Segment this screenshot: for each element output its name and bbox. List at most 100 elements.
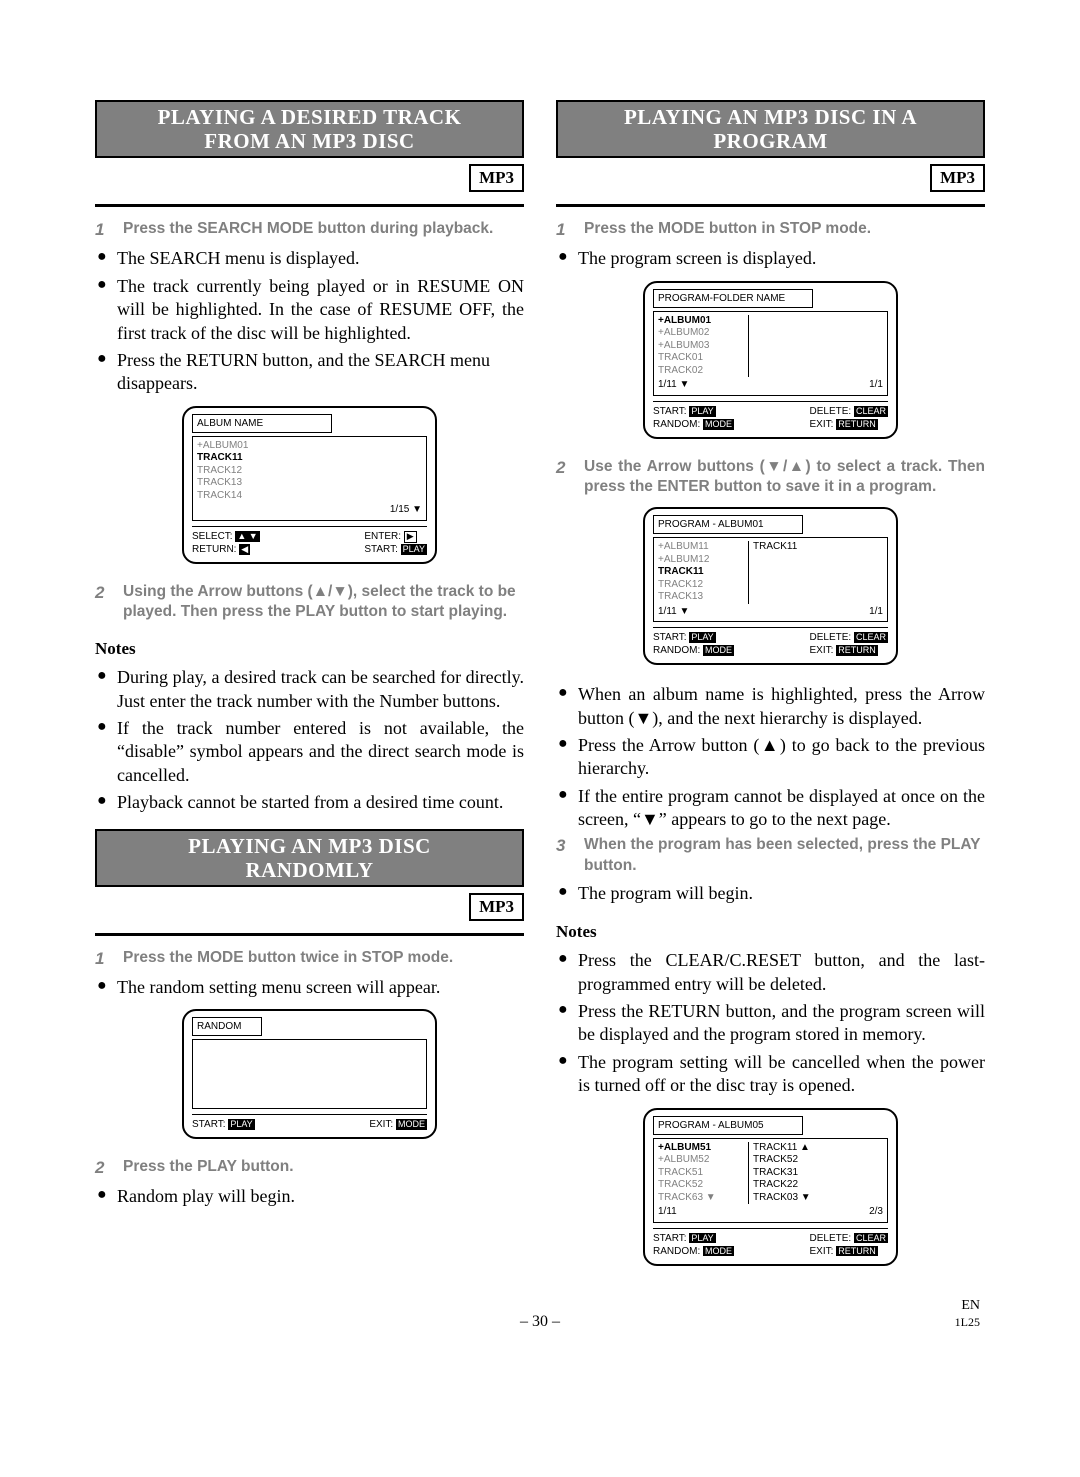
foot-label: RANDOM:: [653, 1246, 700, 1257]
bullet-text: The SEARCH menu is displayed.: [117, 247, 524, 270]
list-item: +ALBUM01: [658, 315, 748, 328]
doc-number: 1L25: [955, 1315, 980, 1331]
bullet-text: If the track number entered is not avail…: [117, 717, 524, 787]
list-item: +ALBUM11: [658, 541, 748, 554]
osd-diagram-album: ALBUM NAME +ALBUM01 TRACK11 TRACK12 TRAC…: [182, 406, 437, 564]
notes-heading: Notes: [556, 921, 985, 943]
diagram-footer: START: PLAY RANDOM: MODE DELETE: CLEAR E…: [653, 401, 888, 431]
play-label-icon: PLAY: [689, 406, 715, 417]
step: 2 Press the PLAY button.: [95, 1157, 524, 1179]
list-item: +ALBUM01: [197, 440, 422, 453]
play-label-icon: PLAY: [689, 1233, 715, 1244]
page-number: – 30 –: [155, 1312, 925, 1333]
bullet-text: Press the CLEAR/C.RESET button, and the …: [578, 949, 985, 996]
pager: 1/11 ▼: [658, 604, 689, 619]
play-icon: ▶: [404, 531, 417, 543]
divider: [556, 204, 985, 207]
foot-label: START:: [653, 632, 687, 643]
diagram-title: ALBUM NAME: [192, 414, 332, 433]
diagram-list: +ALBUM51 +ALBUM52 TRACK51 TRACK52 TRACK6…: [653, 1138, 888, 1223]
diagram-list: [192, 1039, 427, 1109]
list-item: TRACK13: [197, 477, 422, 490]
list-item: TRACK11: [658, 566, 748, 579]
list-item: TRACK11 ▲: [753, 1142, 883, 1155]
clear-label-icon: CLEAR: [854, 1233, 888, 1244]
diagram-list: +ALBUM01 TRACK11 TRACK12 TRACK13 TRACK14…: [192, 436, 427, 521]
step-text: Use the Arrow buttons (▼/▲) to select a …: [584, 457, 985, 497]
heading-line: RANDOMLY: [245, 858, 373, 882]
diagram-title: PROGRAM-FOLDER NAME: [653, 289, 813, 308]
play-label-icon: PLAY: [689, 632, 715, 643]
arrow-up-down-icon: ▲ ▼: [235, 531, 259, 542]
step-text: When the program has been selected, pres…: [584, 835, 985, 875]
mode-label-icon: MODE: [703, 1246, 734, 1257]
diagram-title: PROGRAM - ALBUM01: [653, 515, 803, 534]
notes-heading: Notes: [95, 638, 524, 660]
diagram-list: +ALBUM01 +ALBUM02 +ALBUM03 TRACK01 TRACK…: [653, 311, 888, 396]
diagram-title: PROGRAM - ALBUM05: [653, 1116, 803, 1135]
foot-label: SELECT:: [192, 531, 233, 542]
pager: 1/15 ▼: [197, 502, 422, 517]
clear-label-icon: CLEAR: [854, 406, 888, 417]
heading-line: PLAYING AN MP3 DISC IN A: [624, 105, 917, 129]
step-number: 1: [556, 219, 574, 241]
list-item: TRACK12: [658, 579, 748, 592]
list-item: TRACK11: [197, 452, 422, 465]
divider: [95, 204, 524, 207]
list-item: +ALBUM03: [658, 340, 748, 353]
mode-label-icon: MODE: [703, 419, 734, 430]
foot-label: DELETE:: [810, 1233, 852, 1244]
diagram-footer: START: PLAY RANDOM: MODE DELETE: CLEAR E…: [653, 627, 888, 657]
clear-label-icon: CLEAR: [854, 632, 888, 643]
bullet-text: When an album name is highlighted, press…: [578, 683, 985, 730]
bullet-text: During play, a desired track can be sear…: [117, 666, 524, 713]
foot-label: DELETE:: [810, 632, 852, 643]
doc-code: EN 1L25: [955, 1297, 980, 1331]
list-item: +ALBUM51: [658, 1142, 748, 1155]
foot-label: RETURN:: [192, 544, 236, 555]
step-number: 1: [95, 219, 113, 241]
bullet-text: If the entire program cannot be displaye…: [578, 785, 985, 832]
foot-label: EXIT:: [810, 645, 834, 656]
heading-line: PROGRAM: [713, 129, 827, 153]
foot-label: START:: [192, 1119, 226, 1130]
bullet-text: The program screen is displayed.: [578, 247, 985, 270]
list-item: TRACK03 ▼: [753, 1192, 883, 1205]
heading-line: FROM AN MP3 DISC: [204, 129, 414, 153]
step: 1 Press the MODE button in STOP mode.: [556, 219, 985, 241]
list-item: +ALBUM12: [658, 554, 748, 567]
list-item: +ALBUM02: [658, 327, 748, 340]
section-header: PLAYING AN MP3 DISC IN A PROGRAM: [556, 100, 985, 158]
foot-label: EXIT:: [369, 1119, 393, 1130]
list-item: TRACK02: [658, 365, 748, 378]
list-item: TRACK22: [753, 1179, 883, 1192]
foot-label: RANDOM:: [653, 645, 700, 656]
osd-diagram-program-album05: PROGRAM - ALBUM05 +ALBUM51 +ALBUM52 TRAC…: [643, 1108, 898, 1266]
foot-label: START:: [653, 1233, 687, 1244]
list-item: TRACK63 ▼: [658, 1192, 748, 1205]
pager: 1/1: [869, 377, 883, 392]
bullet-text: Playback cannot be started from a desire…: [117, 791, 524, 814]
pager: 1/1: [869, 604, 883, 619]
page-footer: – 30 –: [95, 1312, 985, 1333]
section-header: PLAYING AN MP3 DISC RANDOMLY: [95, 829, 524, 887]
step: 3 When the program has been selected, pr…: [556, 835, 985, 875]
osd-diagram-program-folder: PROGRAM-FOLDER NAME +ALBUM01 +ALBUM02 +A…: [643, 281, 898, 439]
mp3-badge: MP3: [930, 164, 985, 192]
foot-label: START:: [364, 544, 398, 555]
return-label-icon: RETURN: [836, 645, 878, 656]
mp3-badge: MP3: [469, 164, 524, 192]
bullet-text: The random setting menu screen will appe…: [117, 976, 524, 999]
list-item: TRACK01: [658, 352, 748, 365]
step-text: Press the PLAY button.: [123, 1157, 524, 1177]
right-column: PLAYING AN MP3 DISC IN A PROGRAM MP3 1 P…: [556, 100, 985, 1284]
bullet-text: Press the Arrow button (▲) to go back to…: [578, 734, 985, 781]
list-item: TRACK11: [753, 541, 883, 554]
step-number: 3: [556, 835, 574, 857]
pager: 1/11 ▼: [658, 377, 689, 392]
section-header: PLAYING A DESIRED TRACK FROM AN MP3 DISC: [95, 100, 524, 158]
osd-diagram-random: RANDOM START: PLAY EXIT: MODE: [182, 1009, 437, 1139]
mp3-badge: MP3: [469, 893, 524, 921]
list-item: TRACK51: [658, 1167, 748, 1180]
bullet-text: The program setting will be cancelled wh…: [578, 1051, 985, 1098]
